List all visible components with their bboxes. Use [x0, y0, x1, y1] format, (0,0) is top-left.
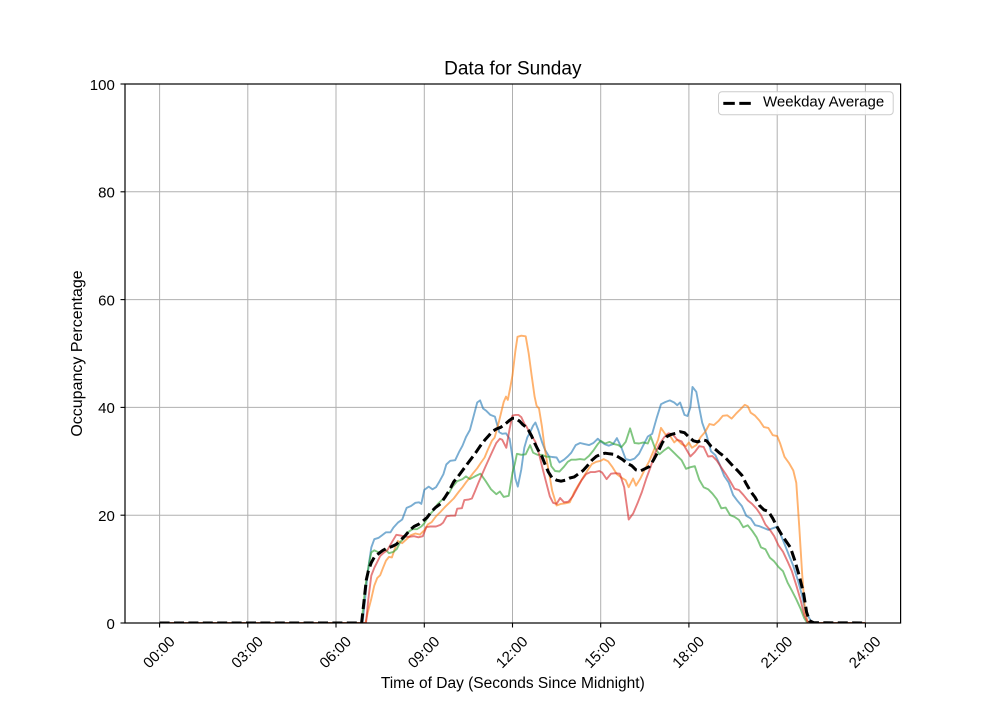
svg-text:100: 100 [90, 77, 115, 94]
svg-text:80: 80 [98, 185, 115, 202]
svg-text:60: 60 [98, 292, 115, 309]
svg-text:Data for Sunday: Data for Sunday [444, 59, 582, 80]
svg-text:Weekday Average: Weekday Average [763, 93, 884, 110]
svg-text:0: 0 [106, 616, 114, 633]
svg-text:Time of Day (Seconds Since Mid: Time of Day (Seconds Since Midnight) [381, 675, 645, 692]
svg-text:Occupancy Percentage: Occupancy Percentage [69, 270, 86, 436]
svg-text:40: 40 [98, 400, 115, 417]
svg-text:20: 20 [98, 508, 115, 525]
